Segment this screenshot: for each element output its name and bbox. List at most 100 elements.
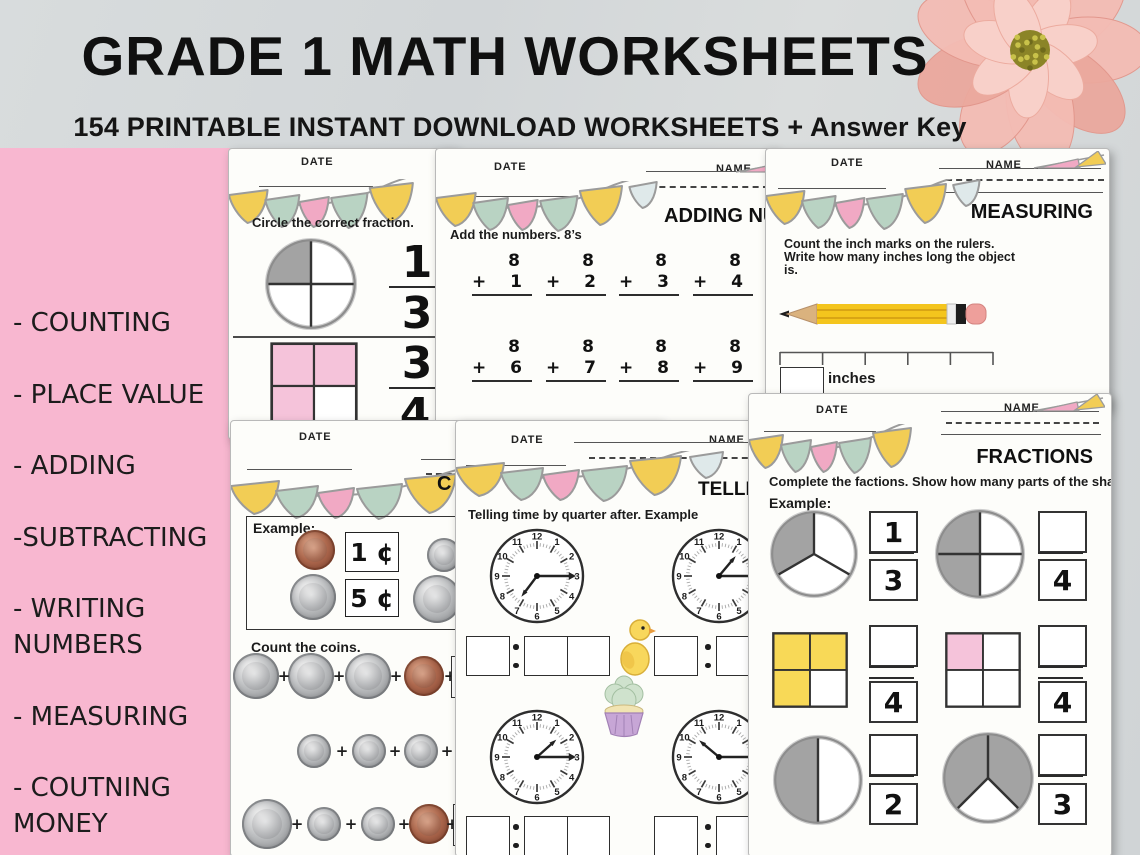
date-label: DATE [299, 431, 332, 443]
fraction-circle-shape [264, 237, 358, 336]
plus-sign: + [389, 667, 403, 685]
plus-sign: + [335, 742, 349, 760]
svg-text:12: 12 [532, 531, 543, 542]
date-line [450, 196, 572, 197]
penny-coin-icon [409, 804, 449, 844]
svg-text:6: 6 [534, 611, 539, 622]
instruction: Circle the correct fraction. [252, 215, 414, 230]
worksheet-title: MEASURING [970, 201, 1093, 223]
date-line [247, 469, 352, 470]
sidebar-topic-item: - WRITING NUMBERS [13, 594, 146, 660]
sidebar-topic-item: -SUBTRACTING [13, 523, 208, 553]
addition-problem: 8 +7 [546, 337, 606, 382]
numerator-box [1038, 625, 1087, 667]
worksheet-adding-numbers: DATE NAME ADDING NUM Add the numbers. 8’… [435, 148, 777, 432]
section-divider [233, 336, 456, 338]
worksheet-measuring: DATE NAME MEASURING Count the inch marks… [765, 148, 1110, 410]
worksheet-title: FRACTIONS [976, 446, 1093, 468]
instruction: Telling time by quarter after. Example [468, 507, 699, 522]
svg-text:11: 11 [512, 537, 523, 548]
example-label: Example: [769, 495, 832, 511]
svg-text:8: 8 [500, 591, 505, 602]
svg-text:2: 2 [569, 551, 574, 562]
svg-text:3: 3 [574, 571, 579, 582]
fraction-shape [941, 731, 1035, 830]
duck-icon [620, 619, 656, 676]
name-label: NAME [986, 159, 1022, 171]
svg-text:10: 10 [497, 732, 508, 743]
fraction-shape [944, 631, 1022, 714]
denominator-box: 2 [869, 783, 918, 825]
example-label: Example: [253, 520, 316, 536]
colon-separator [705, 824, 711, 848]
addition-problem: 8 +6 [472, 337, 532, 382]
denominator-box: 3 [869, 559, 918, 601]
fraction-numerator: 1 [401, 237, 433, 288]
svg-text:12: 12 [714, 712, 725, 723]
svg-text:7: 7 [514, 787, 519, 798]
denominator-box: 4 [1038, 681, 1087, 723]
svg-text:2: 2 [569, 732, 574, 743]
name-line [941, 411, 1099, 412]
worksheet-title: TELLIN [698, 479, 759, 500]
date-label: DATE [831, 157, 864, 169]
sidebar-topic-item: - PLACE VALUE [13, 380, 205, 410]
svg-text:11: 11 [512, 718, 523, 729]
fraction-shape [769, 509, 859, 604]
svg-text:6: 6 [716, 611, 721, 622]
plus-sign: + [332, 667, 346, 685]
fraction-square-shape [269, 341, 359, 436]
instruction: Count the coins. [251, 639, 361, 655]
minutes-answer-box [524, 636, 610, 676]
example-box: Example: 1 ¢ 5 ¢ [246, 516, 493, 630]
date-label: DATE [816, 404, 849, 416]
page-subtitle: 154 PRINTABLE INSTANT DOWNLOAD WORKSHEET… [73, 112, 967, 142]
coin-value-box: 5 ¢ [345, 579, 399, 617]
nickel-coin-icon [233, 653, 279, 699]
svg-text:11: 11 [694, 718, 705, 729]
name-line [646, 171, 770, 172]
numerator-box [1038, 511, 1087, 553]
hour-answer-box [654, 816, 698, 855]
name-dashed-line [589, 457, 758, 459]
svg-text:11: 11 [694, 537, 705, 548]
quarter-coin-icon [413, 575, 461, 623]
sidebar-topic-item: - MEASURING [13, 702, 189, 732]
dime-coin-icon [297, 734, 331, 768]
instruction: Add the numbers. 8’s [450, 227, 582, 242]
fraction-bar [389, 286, 456, 288]
svg-text:3: 3 [574, 752, 579, 763]
svg-text:9: 9 [676, 752, 681, 763]
colon-separator [513, 824, 519, 848]
svg-text:8: 8 [682, 591, 687, 602]
plus-sign: + [344, 815, 358, 833]
name-label: NAME [709, 434, 745, 446]
denominator-box: 3 [1038, 783, 1087, 825]
topics-sidebar: - COUNTING - PLACE VALUE - ADDING -SUBTRACT… [0, 148, 230, 855]
svg-text:1: 1 [554, 718, 560, 729]
header-rule [941, 434, 1101, 435]
date-line [778, 188, 886, 189]
date-label: DATE [511, 434, 544, 446]
svg-text:5: 5 [736, 787, 742, 798]
svg-text:1: 1 [736, 718, 742, 729]
sidebar-topic-item: - COUTNING MONEY [13, 773, 171, 839]
svg-text:5: 5 [554, 787, 560, 798]
hour-answer-box [654, 636, 698, 676]
date-line [764, 431, 876, 432]
svg-text:8: 8 [500, 772, 505, 783]
svg-text:1: 1 [554, 537, 560, 548]
fraction-bar [389, 387, 456, 389]
colon-separator [705, 644, 711, 668]
svg-text:12: 12 [532, 712, 543, 723]
worksheet-fractions: DATE NAME FRACTIONS Complete the faction… [748, 393, 1112, 855]
svg-text:10: 10 [497, 551, 508, 562]
addition-problem: 8 +4 [693, 251, 753, 296]
denominator-box: 4 [869, 681, 918, 723]
svg-text:10: 10 [679, 732, 690, 743]
dime-coin-icon [404, 734, 438, 768]
